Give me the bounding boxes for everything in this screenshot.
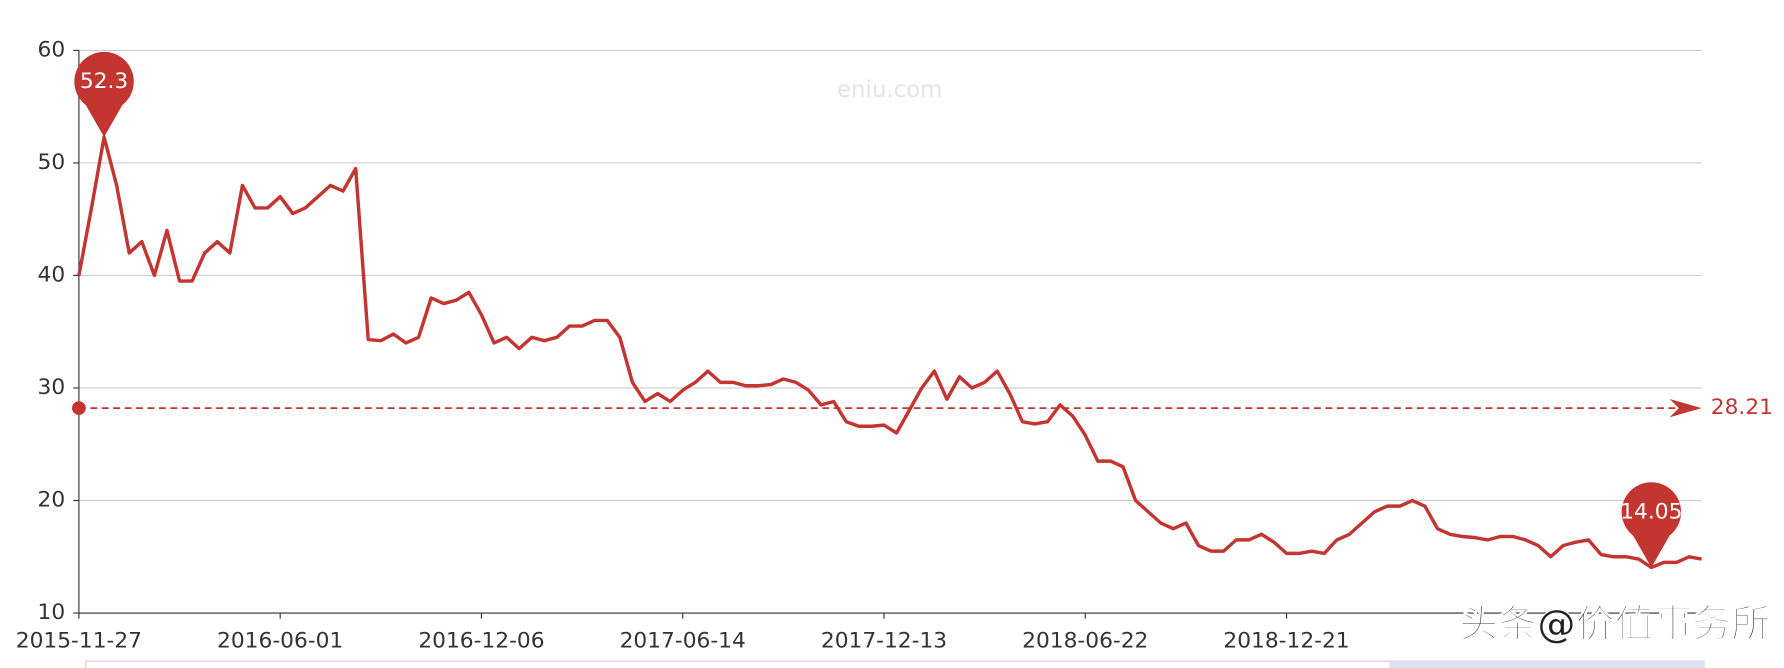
y-tick-label: 20: [38, 488, 66, 513]
y-tick-label: 50: [38, 150, 66, 175]
pin-label: 14.05: [1620, 500, 1682, 525]
line-series: [77, 135, 1702, 570]
x-tick-label: 2018-12-21: [1223, 629, 1349, 654]
overlay-text: 头条@价值事务所: [1459, 602, 1770, 647]
y-tick-label: 30: [38, 375, 66, 400]
x-tick-label: 2016-12-06: [418, 629, 544, 654]
y-tick-label: 60: [38, 37, 66, 62]
average-start: [72, 401, 86, 415]
zoom-handle[interactable]: [1389, 661, 1704, 668]
pin-marker: [74, 51, 134, 138]
x-tick-label: 2017-12-13: [821, 629, 947, 654]
watermark: eniu.com: [837, 77, 942, 103]
y-tick-label: 40: [38, 262, 66, 287]
x-tick-label: 2016-06-01: [217, 629, 343, 654]
x-tick-label: 2017-06-14: [620, 629, 746, 654]
pin-marker: [1621, 482, 1682, 568]
x-tick-label: 2018-06-22: [1022, 629, 1148, 654]
y-tick-label: 10: [38, 600, 66, 625]
x-tick-label: 2015-11-27: [16, 629, 142, 654]
pin-label: 52.3: [80, 69, 128, 94]
average-label: 28.21: [1711, 395, 1773, 420]
average-arrow: [1669, 398, 1702, 418]
